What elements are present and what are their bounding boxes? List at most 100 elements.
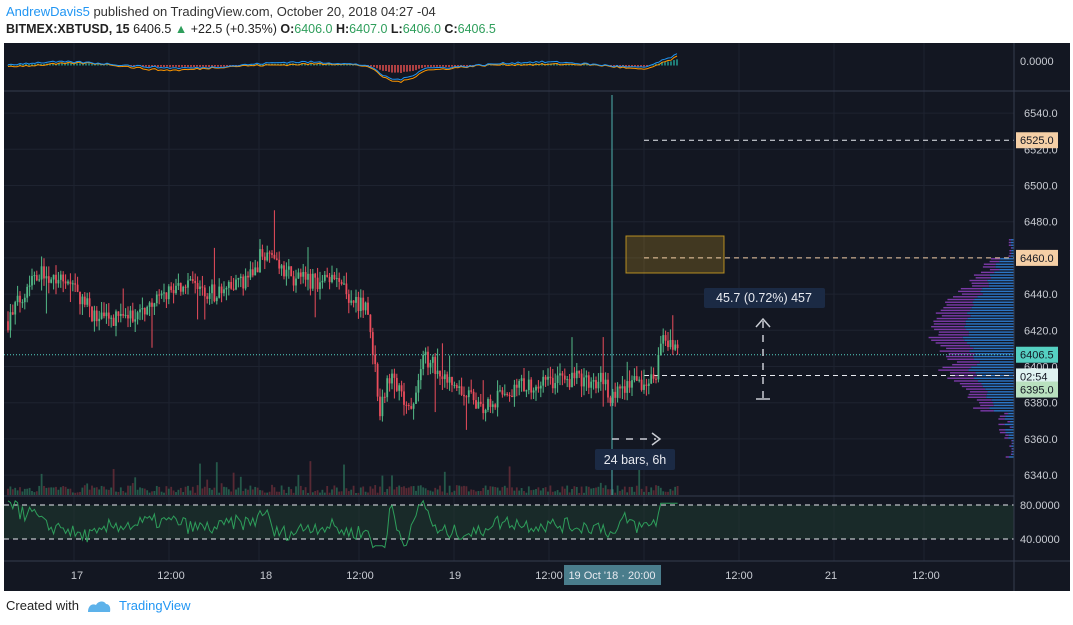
price-zone-box[interactable] <box>625 235 725 274</box>
macd-histogram-bar <box>184 65 186 67</box>
candle-body <box>278 259 281 269</box>
candle-body <box>201 286 204 288</box>
profile-bar-sell <box>939 350 970 352</box>
volume-bar <box>434 487 437 495</box>
profile-bar-sell <box>931 325 965 328</box>
profile-bar-buy <box>970 315 1014 317</box>
candle-body <box>484 409 487 414</box>
volume-bar <box>249 485 252 495</box>
volume-bar <box>554 491 557 495</box>
profile-bar-buy <box>982 287 1014 290</box>
volume-bar <box>647 492 650 495</box>
volume-bar <box>235 489 237 495</box>
macd-histogram-bar <box>22 64 24 66</box>
candle-body <box>95 310 98 322</box>
time-axis[interactable]: 17 12:00 18 12:00 19 12:00 12:00 21 12:00 <box>71 570 940 582</box>
macd-histogram-bar <box>196 65 198 67</box>
candle-body <box>669 339 672 348</box>
volume-bar <box>383 491 386 495</box>
candle-body <box>14 302 17 315</box>
volume-bar <box>194 492 197 495</box>
volume-bar <box>611 489 614 495</box>
volume-bar <box>607 489 609 495</box>
volume-bar <box>59 487 62 495</box>
macd-histogram-bar <box>502 63 504 66</box>
candle-body <box>93 310 96 322</box>
candle-body <box>662 335 665 344</box>
rsi-pane[interactable] <box>4 499 1014 549</box>
volume-bar <box>211 489 213 495</box>
chart-canvas[interactable]: 45.7 (0.72%) 457 24 bars, 6h 6540.06520.… <box>4 43 1070 591</box>
macd-pane[interactable] <box>7 53 678 83</box>
volume-bar <box>314 491 317 495</box>
candle-body <box>427 351 429 368</box>
macd-histogram-bar <box>157 65 159 67</box>
volume-bar <box>676 486 679 495</box>
volume-bar <box>585 486 588 495</box>
profile-bar-sell <box>956 361 980 363</box>
profile-bar-sell <box>1004 437 1009 439</box>
macd-axis-label: 0.0000 <box>1020 56 1054 68</box>
candle-body <box>311 273 314 289</box>
profile-bar-buy <box>977 296 1014 298</box>
profile-bar-sell <box>947 298 975 301</box>
profile-bar-sell <box>983 263 996 265</box>
price-tags[interactable]: 6525.0 6460.0 6406.5 02:54 6395.0 <box>1016 132 1058 398</box>
candle-body <box>566 379 569 381</box>
volume-bar <box>626 492 629 495</box>
candle-body <box>571 372 573 388</box>
macd-histogram-bar <box>259 64 261 66</box>
macd-histogram-bar <box>82 64 84 66</box>
candle-body <box>103 312 105 317</box>
volume-bar <box>127 485 129 495</box>
volume-bar <box>163 492 165 495</box>
volume-bar <box>203 486 206 495</box>
profile-bar-buy <box>966 328 1014 331</box>
horizontal-levels[interactable] <box>4 139 1014 377</box>
candle-body <box>134 319 137 322</box>
candle-body <box>45 276 48 279</box>
symbol-name[interactable]: BITMEX:XBTUSD, 15 <box>6 22 130 36</box>
volume-bar <box>16 490 19 495</box>
volume-bar <box>652 490 655 495</box>
volume-bar <box>518 490 521 495</box>
candle-body <box>597 381 600 389</box>
volume-bar <box>371 488 374 495</box>
footer: Created with TradingView <box>6 598 191 613</box>
rsi-line <box>7 499 678 549</box>
candle-body <box>227 281 230 288</box>
candle-body <box>7 321 9 331</box>
volume-bar <box>148 492 151 495</box>
candle-body <box>506 393 509 396</box>
volume-bar <box>429 490 432 495</box>
volume-bar <box>263 492 266 495</box>
volume-bar <box>544 487 547 495</box>
price-axis[interactable]: 6540.06520.06500.06480.06460.06440.06420… <box>1024 108 1058 482</box>
macd-histogram-bar <box>448 65 450 68</box>
volume-bar <box>455 485 458 495</box>
profile-bar-buy <box>999 268 1014 271</box>
profile-bar-sell <box>1008 239 1011 241</box>
price-range-measure[interactable]: 45.7 (0.72%) 457 <box>704 288 825 400</box>
volume-bar <box>398 485 401 495</box>
bars-range-measure[interactable]: 24 bars, 6h <box>595 432 675 470</box>
author-link[interactable]: AndrewDavis5 <box>6 4 90 19</box>
profile-bar-sell <box>940 344 970 347</box>
candle-body <box>251 269 254 276</box>
macd-histogram-bar <box>316 63 318 66</box>
macd-histogram-bar <box>67 63 69 66</box>
volume-bar <box>261 490 264 495</box>
profile-bar-buy <box>1012 442 1014 445</box>
volume-bar <box>443 471 446 495</box>
tradingview-link[interactable]: TradingView <box>118 598 191 613</box>
volume-bar <box>175 492 177 495</box>
chart-area[interactable]: 45.7 (0.72%) 457 24 bars, 6h 6540.0 6520.… <box>4 43 1070 591</box>
volume-bar <box>323 492 326 495</box>
candle-body <box>544 376 547 380</box>
volume-bar <box>273 487 276 495</box>
macd-histogram-bar <box>148 65 150 67</box>
macd-histogram-bar <box>373 65 375 68</box>
volume-bar <box>338 491 341 495</box>
candle-body <box>549 376 552 378</box>
tradingview-logo-icon[interactable] <box>87 599 111 613</box>
